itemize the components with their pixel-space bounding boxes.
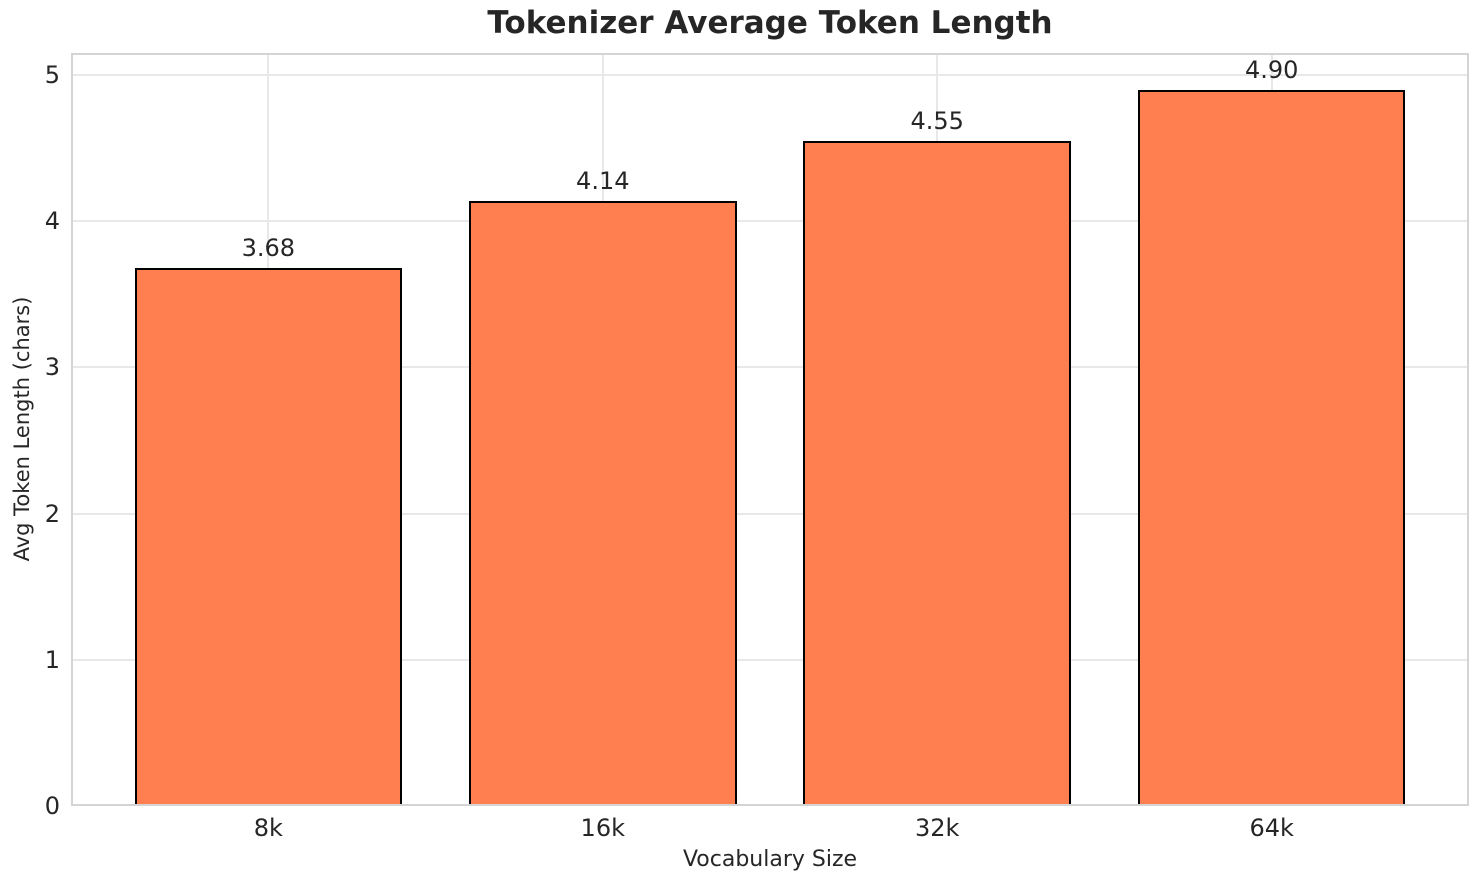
y-tick-label: 5	[44, 60, 60, 89]
x-tick-label: 8k	[253, 814, 283, 842]
bar	[134, 267, 403, 806]
y-tick-label: 1	[44, 645, 60, 674]
gridline-horizontal	[71, 658, 1469, 661]
y-tick-label: 2	[44, 499, 60, 528]
y-tick-label: 0	[44, 792, 60, 820]
bar-value-label: 4.14	[576, 166, 630, 195]
x-tick-row: 8k 16k 32k 64k	[71, 808, 1469, 844]
gridline-horizontal	[71, 512, 1469, 515]
bar	[803, 140, 1071, 806]
y-tick-column: 0 1 2 3 4 5	[0, 53, 60, 820]
gridline-horizontal	[71, 73, 1469, 76]
bar-value-label: 4.90	[1244, 55, 1299, 84]
bar	[468, 200, 737, 806]
x-tick-label: 16k	[580, 814, 625, 842]
x-tick-label: 32k	[915, 814, 960, 842]
gridline-horizontal	[71, 366, 1469, 369]
bar-value-label: 3.68	[241, 233, 296, 262]
x-axis-label: Vocabulary Size	[682, 847, 858, 872]
bar	[1137, 89, 1406, 806]
gridline-horizontal	[71, 220, 1469, 223]
y-tick-label: 3	[44, 353, 60, 382]
x-tick-label: 64k	[1249, 814, 1294, 842]
y-tick-label: 4	[44, 207, 60, 236]
plot-area: 3.68 4.14 4.55 4.90	[71, 53, 1469, 806]
chart-title: Tokenizer Average Token Length	[487, 5, 1053, 41]
bar-value-label: 4.55	[910, 106, 964, 135]
